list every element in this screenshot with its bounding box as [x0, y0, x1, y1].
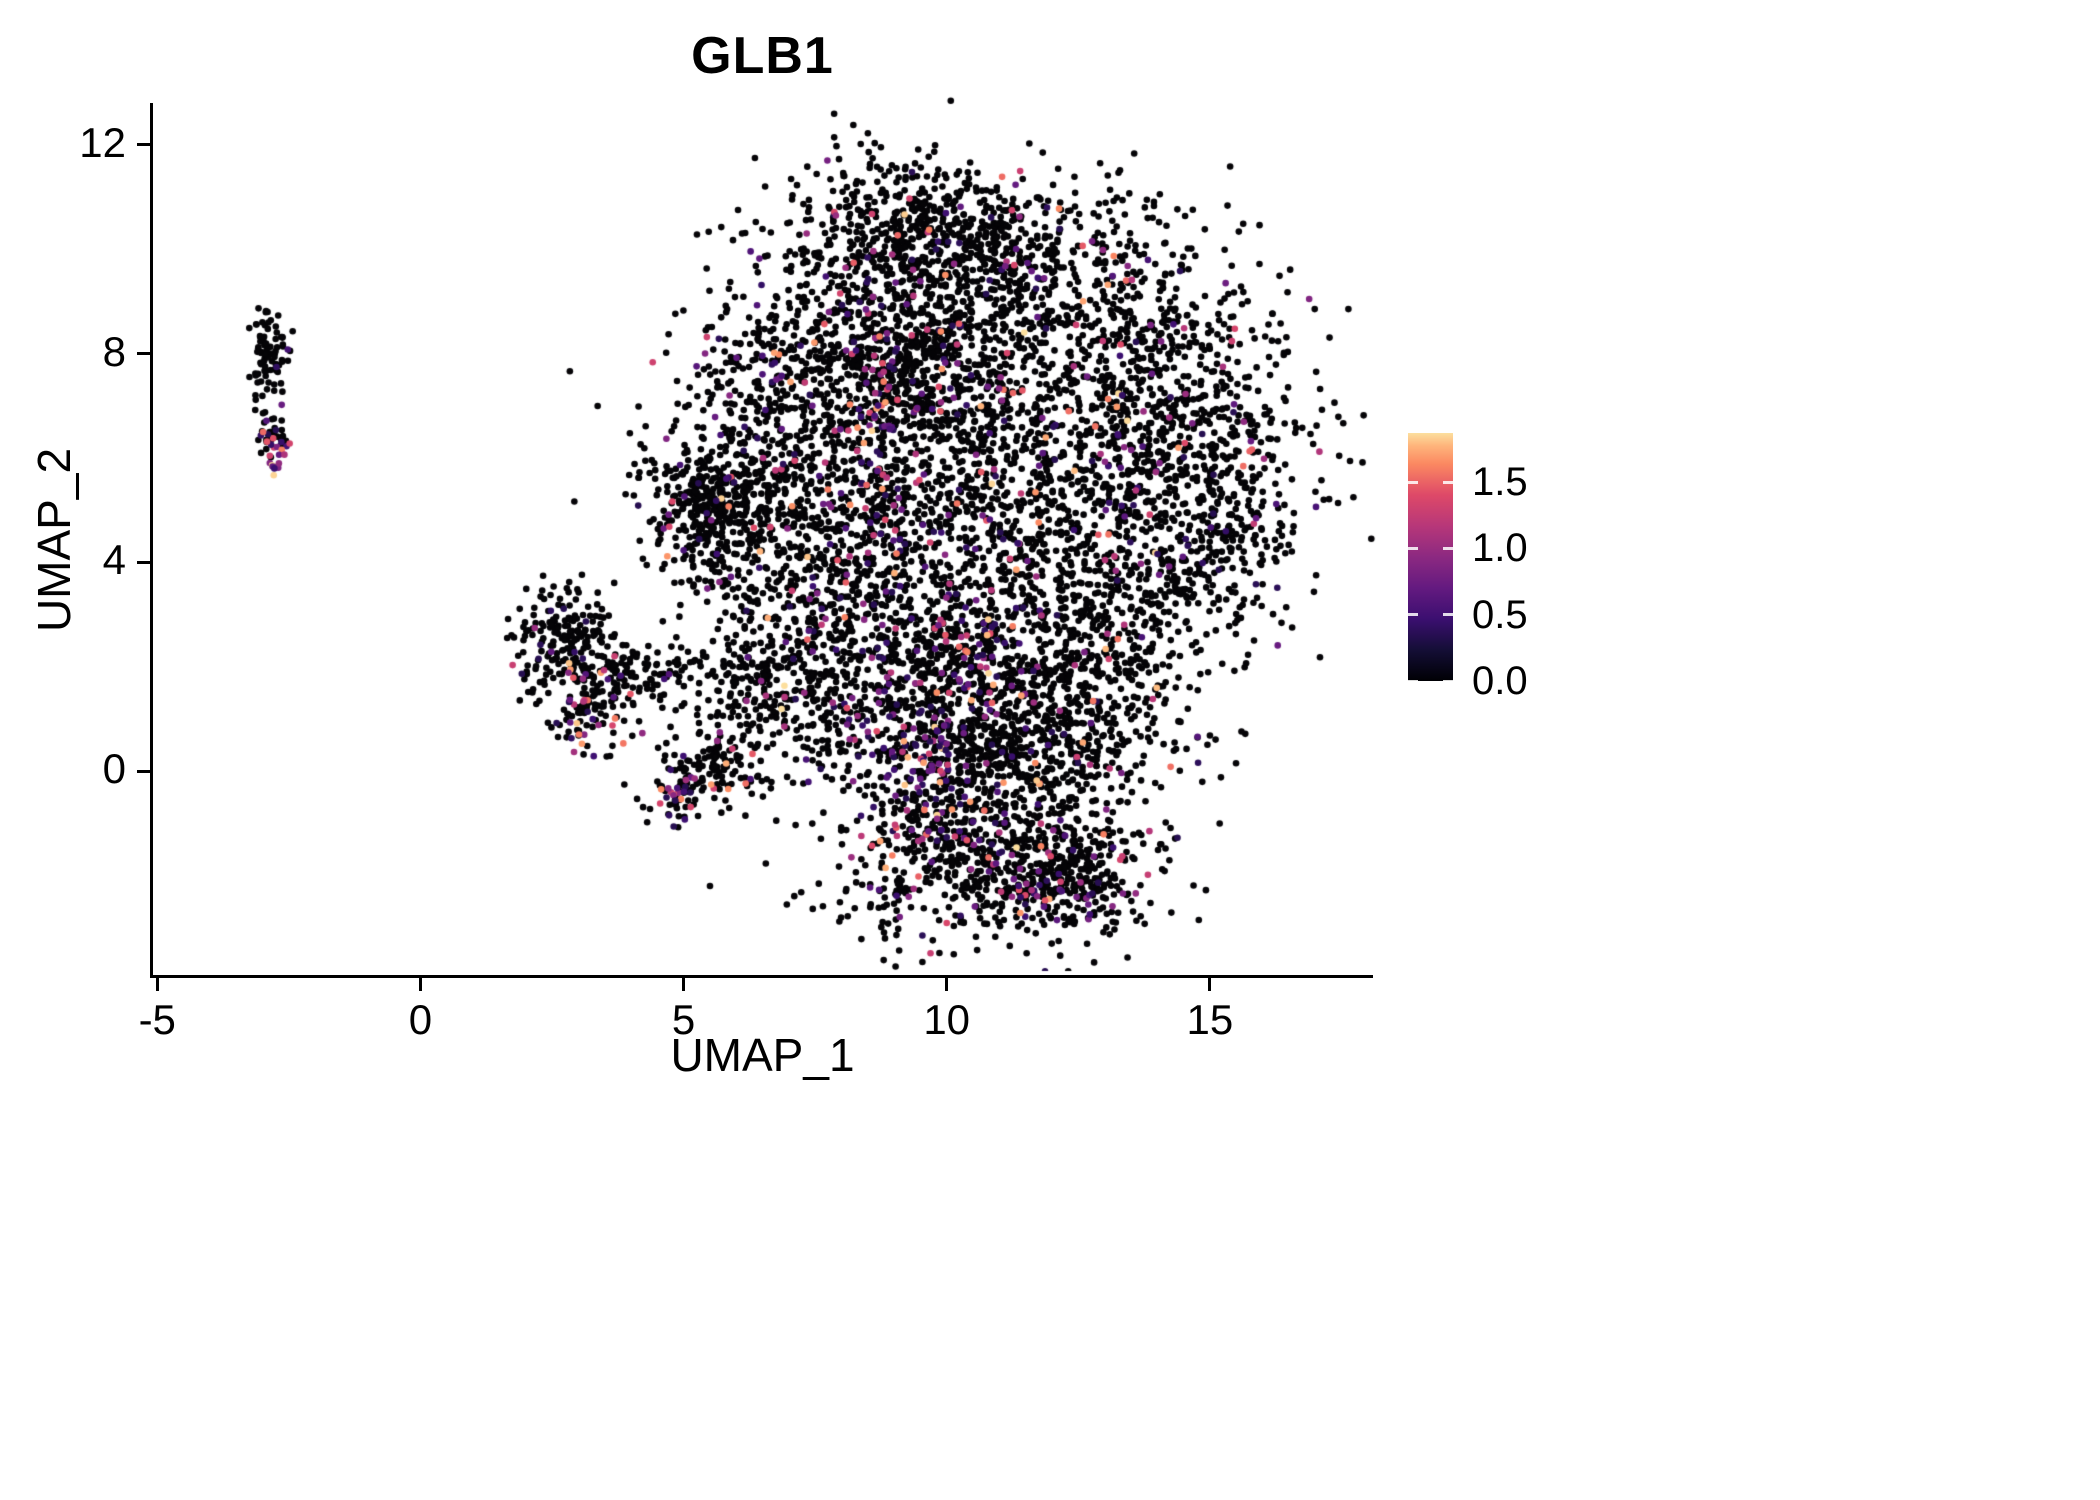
- x-tick-label: 15: [1186, 996, 1234, 1043]
- colorbar-tick-mark: [1443, 546, 1453, 550]
- y-tick-mark: [137, 769, 150, 773]
- colorbar-gradient: [1408, 433, 1453, 681]
- y-tick-label: 4: [102, 536, 126, 584]
- x-tick-label: 10: [923, 996, 971, 1043]
- x-tick-label: 0: [408, 996, 433, 1043]
- x-tick-label: 5: [671, 996, 696, 1043]
- colorbar-tick-mark: [1443, 613, 1453, 617]
- x-tick-mark: [155, 978, 159, 991]
- x-axis-title: UMAP_1: [670, 1029, 855, 1081]
- colorbar-tick-mark: [1408, 679, 1418, 683]
- y-tick-mark: [137, 143, 150, 147]
- y-tick-label: 12: [79, 118, 126, 166]
- x-tick-mark: [1208, 978, 1212, 991]
- colorbar-tick-mark: [1408, 613, 1418, 617]
- x-tick-label: -5: [138, 996, 176, 1043]
- x-tick-mark: [945, 978, 949, 991]
- colorbar-tick-label: 1.0: [1472, 526, 1528, 571]
- y-tick-label: 0: [102, 745, 126, 793]
- colorbar-tick-mark: [1443, 480, 1453, 484]
- colorbar-tick-label: 1.5: [1472, 460, 1528, 505]
- y-tick-mark: [137, 560, 150, 564]
- x-tick-mark: [682, 978, 686, 991]
- colorbar-tick-mark: [1408, 546, 1418, 550]
- colorbar-tick-label: 0.5: [1472, 592, 1528, 637]
- y-tick-label: 8: [102, 327, 126, 375]
- colorbar-tick-label: 0.0: [1472, 659, 1528, 703]
- colorbar-tick-mark: [1443, 679, 1453, 683]
- x-axis-line: [150, 975, 1373, 978]
- colorbar-tick-mark: [1408, 480, 1418, 484]
- chart-title: GLB1: [691, 27, 834, 85]
- y-axis-line: [150, 103, 153, 978]
- x-tick-mark: [418, 978, 422, 991]
- y-tick-mark: [137, 352, 150, 356]
